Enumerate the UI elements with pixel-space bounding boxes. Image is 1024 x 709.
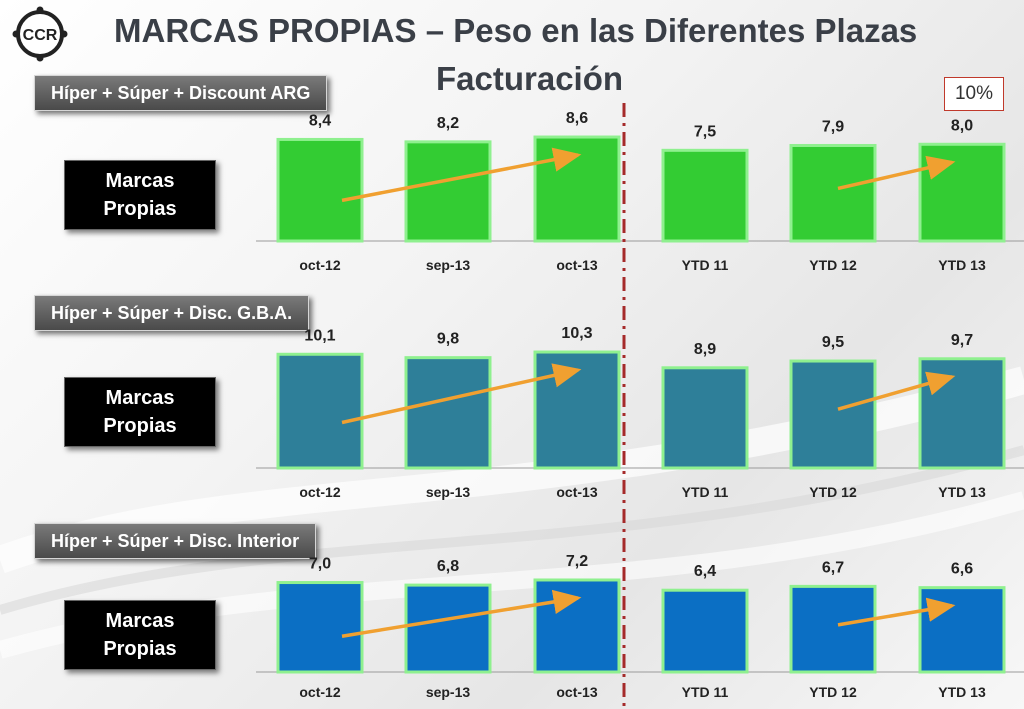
bar-1-5 [789, 143, 877, 243]
data-label: 6,4 [694, 563, 716, 580]
data-label: 8,6 [566, 110, 588, 127]
data-label: 6,6 [951, 561, 973, 578]
category-label: oct-13 [556, 257, 597, 273]
category-label: oct-12 [299, 257, 340, 273]
data-label: 6,7 [822, 559, 844, 576]
bar-3-4 [661, 588, 749, 674]
data-label: 9,7 [951, 332, 973, 349]
side-label-3: Marcas Propias [64, 600, 216, 670]
data-label: 10,1 [304, 327, 335, 344]
category-label: YTD 13 [938, 484, 986, 500]
data-label: 7,0 [309, 556, 331, 573]
data-label: 7,5 [694, 123, 716, 140]
trend-arrow-right-2 [837, 371, 956, 411]
category-label: oct-12 [299, 484, 340, 500]
category-label: YTD 11 [682, 257, 729, 273]
category-label: YTD 11 [682, 684, 729, 700]
trend-arrow-left-2 [341, 363, 582, 425]
bar-3-1 [276, 581, 364, 674]
bar-3-2 [404, 583, 492, 674]
bar-1-6 [918, 142, 1006, 243]
region-label-interior: Híper + Súper + Disc. Interior [34, 523, 317, 559]
data-label: 7,9 [822, 118, 844, 135]
bar-2-2 [404, 356, 492, 470]
data-label: 8,0 [951, 117, 973, 134]
bar-2-4 [661, 366, 749, 470]
trend-arrow-right-1 [837, 155, 956, 191]
category-label: oct-13 [556, 684, 597, 700]
category-label: YTD 12 [809, 484, 857, 500]
bar-1-1 [276, 137, 364, 243]
data-label: 9,8 [437, 331, 459, 348]
data-label: 8,9 [694, 341, 716, 358]
data-label: 8,2 [437, 115, 459, 132]
bar-3-3 [533, 578, 621, 674]
category-label: YTD 12 [809, 257, 857, 273]
page-subtitle: Facturación [436, 60, 624, 97]
bar-3-5 [789, 584, 877, 674]
category-label: YTD 12 [809, 684, 857, 700]
category-label: oct-12 [299, 684, 340, 700]
region-label-arg: Híper + Súper + Discount ARG [34, 75, 328, 111]
data-label: 8,4 [309, 112, 331, 129]
data-label: 7,2 [566, 553, 588, 570]
region-label-gba: Híper + Súper + Disc. G.B.A. [34, 295, 310, 331]
bar-1-3 [533, 135, 621, 243]
data-label: 9,5 [822, 334, 844, 351]
trend-arrow-left-1 [341, 147, 582, 203]
category-label: YTD 11 [682, 484, 729, 500]
category-label: sep-13 [426, 484, 471, 500]
bar-1-2 [404, 140, 492, 243]
bar-2-6 [918, 357, 1006, 470]
bar-1-4 [661, 148, 749, 243]
category-label: YTD 13 [938, 257, 986, 273]
data-label: 10,3 [561, 325, 592, 342]
logo-text: CCR [23, 27, 58, 44]
trend-arrow-left-3 [341, 589, 582, 638]
percent-box: 10% [944, 77, 1004, 111]
trend-arrow-right-3 [837, 597, 956, 627]
side-label-2: Marcas Propias [64, 377, 216, 447]
data-label: 6,8 [437, 558, 459, 575]
page-title: MARCAS PROPIAS – Peso en las Diferentes … [114, 12, 918, 49]
category-label: sep-13 [426, 684, 471, 700]
category-label: sep-13 [426, 257, 471, 273]
bar-2-1 [276, 352, 364, 470]
bar-3-6 [918, 586, 1006, 674]
ccr-logo: CCR [12, 6, 68, 62]
category-label: oct-13 [556, 484, 597, 500]
category-label: YTD 13 [938, 684, 986, 700]
side-label-1: Marcas Propias [64, 160, 216, 230]
bar-2-5 [789, 359, 877, 470]
